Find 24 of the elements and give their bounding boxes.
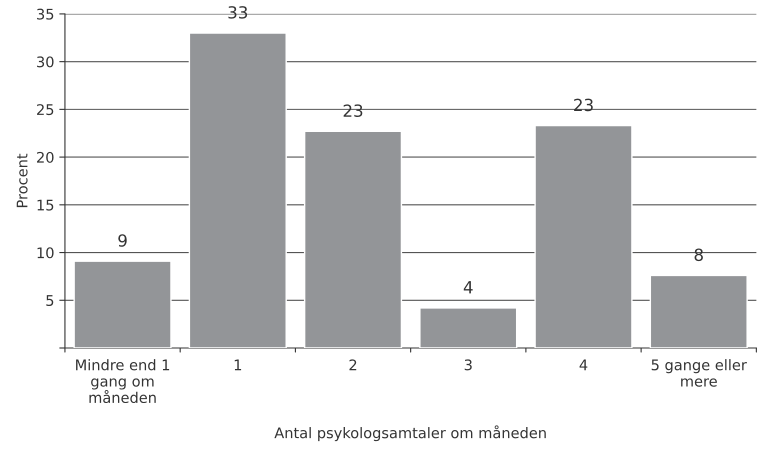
data-label: 9 (118, 234, 127, 247)
x-tick-label: 1 (234, 360, 242, 370)
y-tick-label: 15 (38, 200, 54, 211)
x-axis-title: Antal psykologsamtaler om måneden (274, 425, 546, 442)
bar (188, 32, 287, 348)
x-tick-label: 5 gange eller mere (652, 359, 747, 387)
y-tick-label: 30 (37, 56, 54, 68)
bar (650, 274, 748, 348)
data-label: 4 (464, 281, 473, 294)
y-tick-label: 20 (37, 152, 54, 163)
x-tick-label: Mindre end 1 gang om måneden (76, 359, 170, 404)
y-tick-label: 25 (37, 104, 54, 116)
x-tick-label: 2 (349, 359, 356, 370)
bar (304, 130, 402, 348)
bar (73, 260, 172, 348)
x-tick-label: 4 (580, 360, 588, 370)
bar (419, 307, 518, 348)
x-tick-label: 3 (464, 359, 472, 370)
y-tick-label: 5 (46, 295, 54, 306)
y-axis-title: Procent (16, 154, 28, 208)
bar (534, 124, 633, 348)
data-label: 23 (574, 98, 593, 112)
y-tick-label: 35 (37, 8, 54, 20)
y-tick-label: 10 (38, 247, 54, 258)
